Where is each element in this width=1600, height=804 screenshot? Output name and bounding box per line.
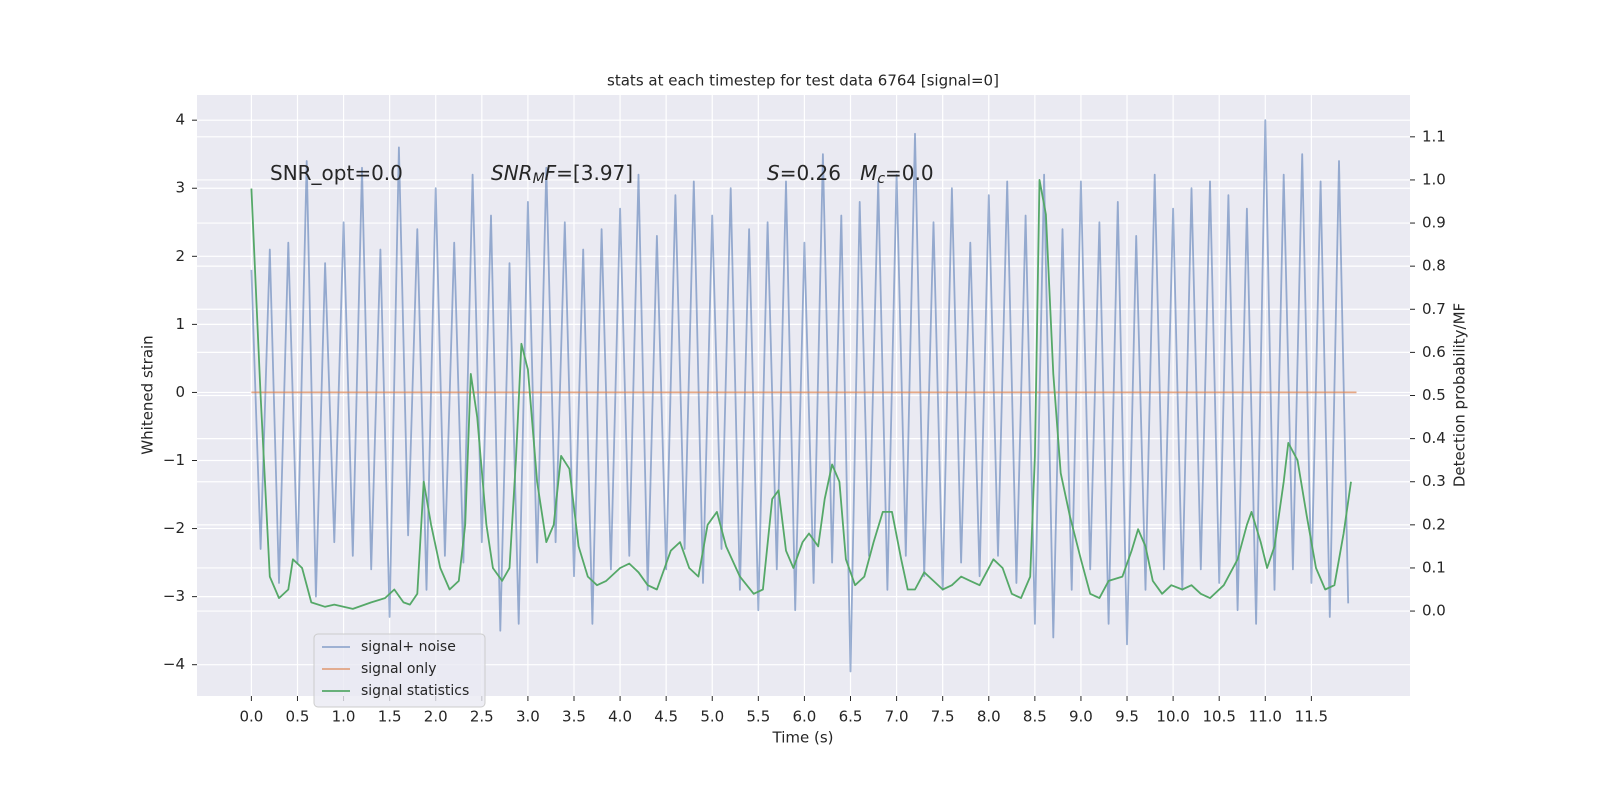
y2-tick-label: 0.5 — [1422, 386, 1446, 404]
y2-tick-label: 0.4 — [1422, 429, 1446, 447]
annotation-part: M — [860, 161, 877, 185]
y-tick-label: −1 — [163, 451, 185, 469]
annotation-part: S — [767, 161, 780, 185]
x-tick-label: 3.0 — [516, 708, 540, 726]
y2-tick-label: 1.1 — [1422, 127, 1446, 145]
legend-label: signal only — [361, 661, 436, 677]
x-tick-label: 6.0 — [792, 708, 816, 726]
x-tick-label: 9.0 — [1069, 708, 1093, 726]
y2-tick-label: 0.8 — [1422, 257, 1446, 275]
y2-tick-label: 0.3 — [1422, 472, 1446, 490]
y2-tick-label: 0.9 — [1422, 214, 1446, 232]
series-line — [250, 179, 1352, 610]
annotation-part: =0.26 — [780, 161, 860, 185]
y-tick-label: 3 — [175, 179, 185, 197]
annotation-part: M — [533, 171, 545, 187]
x-tick-label: 7.0 — [885, 708, 909, 726]
x-tick-label: 10.0 — [1156, 708, 1189, 726]
y2-tick-label: 0.0 — [1422, 602, 1446, 620]
legend-label: signal statistics — [361, 683, 469, 699]
x-tick-label: 0.0 — [239, 708, 263, 726]
x-tick-label: 10.5 — [1202, 708, 1235, 726]
series-line — [250, 119, 1350, 673]
x-tick-label: 1.5 — [378, 708, 402, 726]
y-tick-label: −3 — [163, 587, 185, 605]
legend-label: signal+ noise — [361, 639, 456, 655]
y2-tick-label: 1.0 — [1422, 170, 1446, 188]
y2-tick-label: 0.1 — [1422, 558, 1446, 576]
chart-title: stats at each timestep for test data 676… — [607, 72, 999, 90]
x-tick-label: 0.5 — [286, 708, 310, 726]
x-tick-label: 9.5 — [1115, 708, 1139, 726]
annotation: SNRMF=[3.97] — [491, 161, 633, 188]
legend-box — [313, 633, 486, 708]
x-tick-label: 7.5 — [931, 708, 955, 726]
y-tick-label: 1 — [175, 315, 185, 333]
annotation: S=0.26 Mc=0.0 — [767, 161, 934, 188]
x-tick-label: 2.5 — [470, 708, 494, 726]
x-tick-label: 11.0 — [1249, 708, 1282, 726]
y2-tick-label: 0.7 — [1422, 300, 1446, 318]
annotation-part: SNR_opt=0.0 — [270, 161, 403, 185]
x-tick-label: 5.0 — [700, 708, 724, 726]
legend: signal+ noise signal only signal statistic… — [313, 633, 486, 708]
x-tick-label: 6.5 — [839, 708, 863, 726]
x-tick-label: 1.0 — [332, 708, 356, 726]
annotation-part: c — [877, 171, 885, 187]
y2-tick-label: 0.6 — [1422, 343, 1446, 361]
y2-tick-label: 0.2 — [1422, 515, 1446, 533]
y-tick-label: 2 — [175, 247, 185, 265]
y2-axis-label: Detection probability/MF — [1451, 303, 1469, 487]
y-tick-label: 4 — [175, 111, 185, 129]
x-tick-label: 5.5 — [746, 708, 770, 726]
annotation-part: SNR — [491, 161, 533, 185]
x-tick-label: 8.5 — [1023, 708, 1047, 726]
annotation-part: F — [545, 161, 557, 185]
x-tick-label: 4.0 — [608, 708, 632, 726]
y-axis-label: Whitened strain — [139, 335, 157, 454]
y-tick-label: 0 — [175, 383, 185, 401]
x-tick-label: 4.5 — [654, 708, 678, 726]
x-tick-label: 3.5 — [562, 708, 586, 726]
y-tick-label: −2 — [163, 519, 185, 537]
annotation-part: =[3.97] — [556, 161, 633, 185]
x-tick-label: 2.0 — [424, 708, 448, 726]
y-tick-label: −4 — [163, 655, 185, 673]
annotation: SNR_opt=0.0 — [270, 161, 403, 185]
annotation-part: =0.0 — [885, 161, 934, 185]
x-tick-label: 8.0 — [977, 708, 1001, 726]
x-axis-label: Time (s) — [772, 729, 834, 747]
x-tick-label: 11.5 — [1295, 708, 1328, 726]
